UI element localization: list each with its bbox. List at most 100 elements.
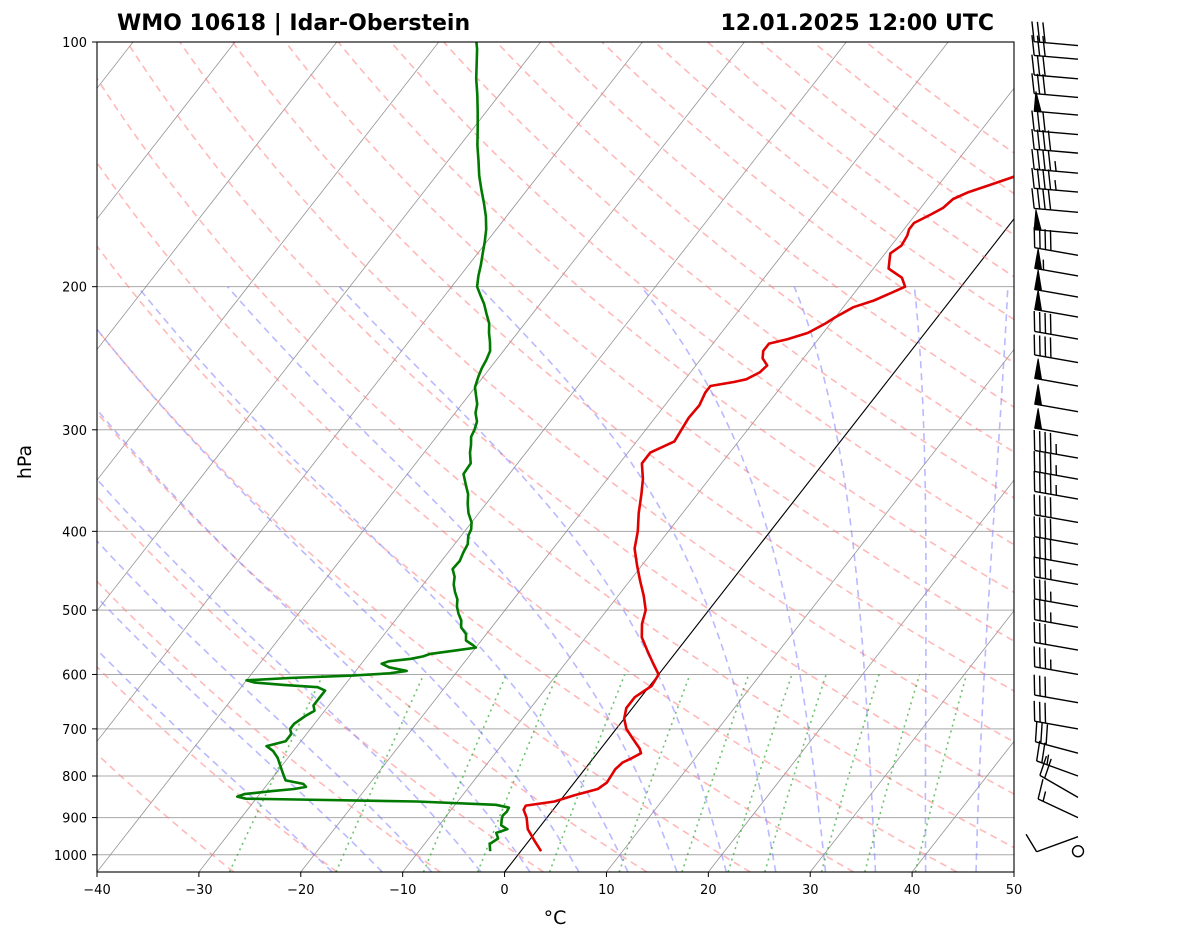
wind-barb (1037, 779, 1079, 819)
y-tick-label: 1000 (54, 849, 87, 864)
dry-adiabat-line (97, 244, 854, 872)
y-tick-label: 600 (62, 668, 87, 683)
x-tick-label: 30 (802, 883, 819, 898)
x-tick-label: 20 (700, 883, 717, 898)
x-tick-label: 40 (904, 883, 921, 898)
dry-adiabat-line (97, 411, 648, 872)
y-tick-label: 400 (62, 525, 87, 540)
wind-barb (1033, 674, 1079, 704)
moist-adiabat-line (975, 286, 1009, 872)
wind-barb (1031, 188, 1079, 213)
mixing-ratio-line (820, 674, 880, 872)
x-tick-label: −30 (185, 883, 212, 898)
wind-barb (1031, 35, 1079, 60)
x-axis-ticks: −40 −30 −20 −10 0 10 20 30 40 50 (83, 872, 1022, 898)
moist-adiabat-line (793, 286, 877, 872)
wind-barb (1033, 451, 1079, 480)
profile-series (236, 42, 1014, 852)
dry-adiabat-line (231, 42, 1014, 692)
background-guide-lines (97, 42, 1014, 872)
wind-barb (1035, 740, 1079, 777)
dry-adiabat-line (97, 161, 958, 872)
mixing-ratio-line (477, 674, 559, 872)
isotherm-line (606, 348, 1014, 872)
wind-barb (1033, 599, 1079, 629)
moist-adiabat-line (97, 648, 333, 872)
wind-barb (1033, 646, 1079, 676)
wind-barb (1031, 167, 1079, 193)
wind-barb (1033, 91, 1079, 116)
wind-barb (1031, 21, 1079, 47)
wind-barb (1034, 408, 1079, 437)
mixing-ratio-line (764, 674, 827, 872)
x-tick-label: 50 (1006, 883, 1023, 898)
y-tick-label: 700 (62, 723, 87, 738)
zero-isotherm-line (504, 217, 1014, 872)
wind-barb (1033, 470, 1079, 500)
wind-barb (1034, 269, 1079, 298)
wind-barbs (1025, 21, 1085, 858)
y-tick-label: 800 (62, 770, 87, 785)
x-tick-label: 10 (598, 883, 615, 898)
temperature-profile-line (522, 175, 1014, 852)
dry-adiabat-line (284, 42, 1014, 643)
isotherm-line (97, 42, 745, 872)
wind-barb (1033, 622, 1079, 651)
wind-barb (1033, 430, 1079, 459)
y-axis-ticks: 1000 900 800 700 600 500 400 300 200 100 (54, 36, 97, 864)
x-tick-label: 0 (500, 883, 508, 898)
y-axis-label: hPa (14, 445, 36, 479)
moist-adiabat-line (640, 286, 827, 872)
isotherm-line (97, 42, 236, 220)
wind-barb (1031, 73, 1079, 99)
wind-barb (1031, 128, 1079, 154)
isotherm-line (97, 42, 338, 351)
y-tick-label: 900 (62, 812, 87, 827)
mixing-ratio-line (422, 674, 507, 872)
isotherm-line (809, 610, 1014, 872)
wind-barb (1034, 248, 1079, 277)
x-axis-label: °C (544, 907, 567, 929)
chart-title-datetime: 12.01.2025 12:00 UTC (720, 11, 994, 36)
moist-adiabat-line (338, 286, 727, 872)
wind-barb (1034, 384, 1079, 413)
dry-adiabat-line (390, 42, 1014, 546)
chart-title-station: WMO 10618 | Idar-Oberstein (117, 11, 470, 36)
wind-barb (1034, 358, 1079, 387)
dry-adiabat-line (126, 42, 1014, 795)
mixing-ratio-line (727, 674, 793, 872)
mixing-ratio-line (618, 674, 691, 872)
mixing-ratio-line (548, 674, 626, 872)
wind-barb (1031, 54, 1079, 80)
wind-barb (1033, 209, 1079, 235)
x-tick-label: −20 (287, 883, 314, 898)
y-tick-label: 200 (62, 281, 87, 296)
wind-barb (1033, 578, 1079, 608)
dry-adiabat-line (97, 328, 751, 872)
dry-adiabat-line (97, 495, 545, 872)
moist-adiabat-line (97, 478, 482, 872)
wind-barb (1071, 845, 1085, 858)
wind-barb (1033, 536, 1079, 566)
y-tick-label: 500 (62, 604, 87, 619)
dewpoint-profile-line (236, 42, 511, 852)
isotherm-line (708, 479, 1014, 872)
y-tick-label: 100 (62, 36, 87, 51)
isotherm-line (97, 42, 643, 743)
isotherm-line (300, 42, 949, 872)
dry-adiabat-line (495, 42, 1014, 453)
wind-barb (1033, 556, 1079, 586)
moist-adiabat-line (478, 286, 777, 872)
moist-adiabat-line (226, 286, 678, 872)
dry-adiabat-line (97, 580, 441, 872)
plot-frame (96, 41, 1015, 873)
moist-adiabat-line (97, 327, 580, 872)
wind-barb (1033, 516, 1079, 546)
x-tick-label: −10 (389, 883, 416, 898)
x-tick-label: −40 (83, 883, 110, 898)
wind-barb (1033, 334, 1079, 364)
dry-adiabat-line (97, 752, 235, 872)
wind-barb (1031, 110, 1079, 136)
wind-barb (1033, 494, 1079, 524)
